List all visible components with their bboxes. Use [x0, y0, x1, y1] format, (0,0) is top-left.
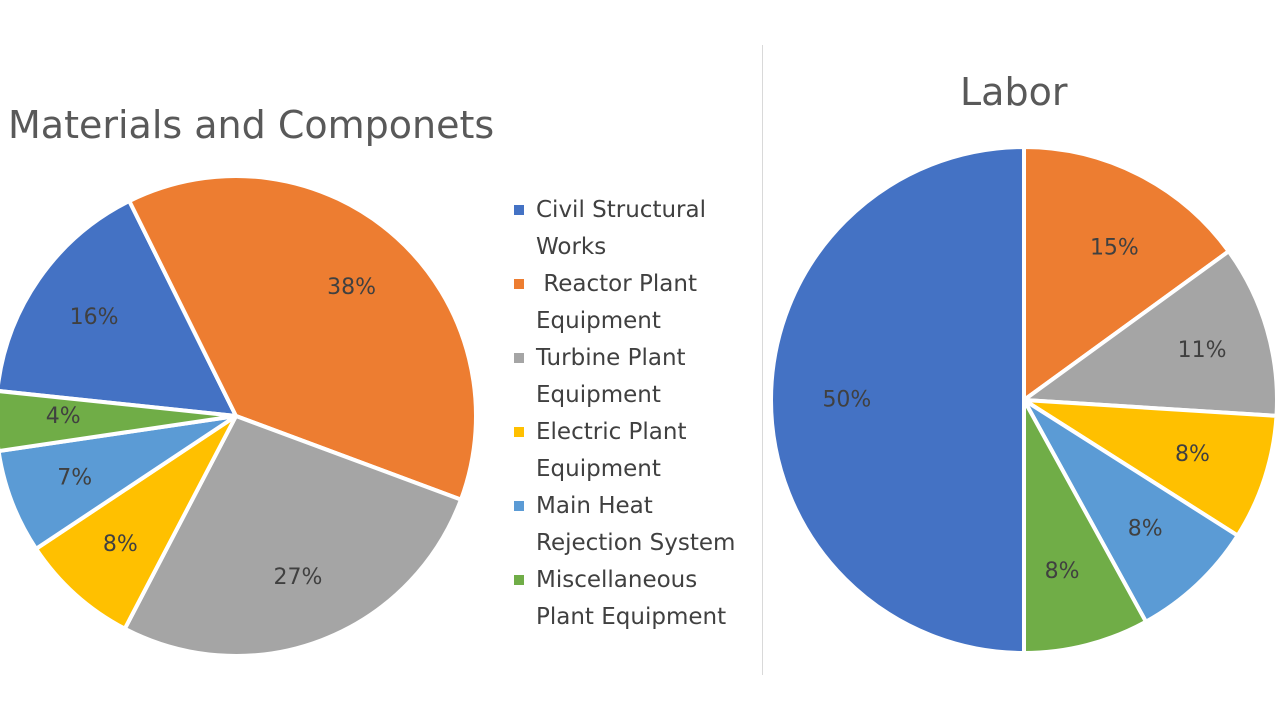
data-label-heat: 8%	[1128, 517, 1163, 542]
legend-label-electric: Electric Plant Equipment	[536, 419, 687, 482]
labor-chart-title: Labor	[960, 70, 1068, 114]
materials-chart-title: Materials and Componets	[8, 103, 495, 147]
pie-slice-reactor	[127, 174, 478, 502]
data-label-heat: 7%	[57, 465, 92, 490]
pie-slice-turbine	[1022, 249, 1279, 418]
legend-swatch-turbine	[514, 353, 524, 363]
legend-item-reactor: Reactor Plant Equipment	[512, 266, 757, 340]
data-label-turbine: 27%	[273, 565, 322, 590]
labor-pie-chart: 15% 11% 8% 8% 8% 50%	[769, 145, 1279, 655]
pie-slice-civil	[769, 145, 1026, 655]
legend-swatch-misc	[514, 575, 524, 585]
legend-item-heat: Main Heat Rejection System	[512, 488, 757, 562]
legend-label-civil: Civil Structural Works	[536, 197, 706, 260]
legend-label-misc: Miscellaneous Plant Equipment	[536, 567, 727, 630]
legend-item-civil: Civil Structural Works	[512, 192, 757, 266]
legend-label-reactor: Reactor Plant Equipment	[536, 271, 697, 334]
pie-slice-electric	[1022, 398, 1279, 538]
pie-slice-civil	[0, 199, 238, 418]
legend-swatch-electric	[514, 427, 524, 437]
pie-slice-misc	[1022, 398, 1148, 655]
pie-slice-heat	[1022, 398, 1240, 624]
data-label-misc: 4%	[46, 404, 81, 429]
pie-data-labels: 16% 38% 27% 8% 7% 4%	[46, 275, 376, 590]
legend-label-turbine: Turbine Plant Equipment	[536, 345, 686, 408]
chart-legend: Civil Structural Works Reactor Plant Equ…	[512, 192, 757, 636]
pie-slices	[769, 145, 1279, 655]
data-label-reactor: 38%	[327, 275, 376, 300]
data-label-reactor: 15%	[1090, 236, 1139, 261]
pie-data-labels: 15% 11% 8% 8% 8% 50%	[822, 236, 1226, 584]
materials-pie-chart: 16% 38% 27% 8% 7% 4%	[0, 174, 478, 658]
chart-divider	[762, 45, 763, 675]
data-label-civil: 16%	[70, 305, 119, 330]
pie-slice-turbine	[122, 414, 463, 658]
legend-item-turbine: Turbine Plant Equipment	[512, 340, 757, 414]
data-label-misc: 8%	[1045, 559, 1080, 584]
pie-slices	[0, 174, 478, 658]
pie-slice-misc	[0, 389, 238, 453]
legend-label-heat: Main Heat Rejection System	[536, 493, 736, 556]
data-label-electric: 8%	[103, 532, 138, 557]
legend-swatch-reactor	[514, 279, 524, 289]
data-label-civil: 50%	[822, 388, 871, 413]
pie-slice-reactor	[1022, 145, 1231, 402]
data-label-electric: 8%	[1175, 442, 1210, 467]
data-label-turbine: 11%	[1178, 338, 1227, 363]
legend-item-misc: Miscellaneous Plant Equipment	[512, 562, 757, 636]
legend-swatch-heat	[514, 501, 524, 511]
pie-slice-electric	[34, 414, 238, 631]
pie-slice-heat	[0, 414, 238, 551]
legend-swatch-civil	[514, 205, 524, 215]
legend-item-electric: Electric Plant Equipment	[512, 414, 757, 488]
